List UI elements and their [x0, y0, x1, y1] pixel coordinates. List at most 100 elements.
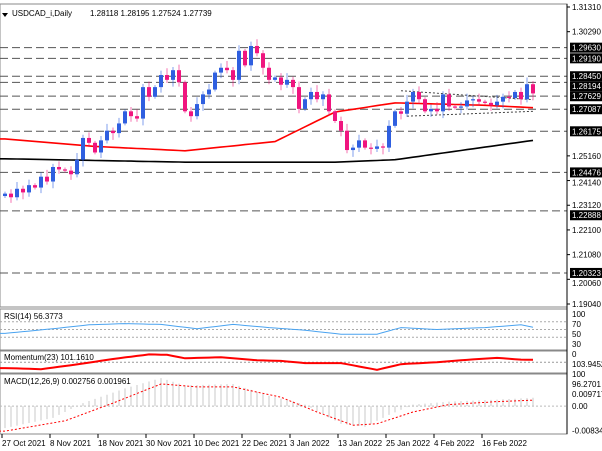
candle-body [261, 53, 265, 68]
level-badge [570, 126, 602, 137]
rsi-line [0, 323, 534, 335]
y-tick-label: 1.19040 [572, 300, 601, 309]
candle [201, 91, 205, 111]
candle [351, 144, 355, 157]
candle [51, 163, 55, 189]
candle-body [231, 70, 235, 80]
candle-body [81, 137, 85, 160]
momentum-line [0, 353, 533, 371]
candle-body [291, 79, 295, 88]
candle [141, 83, 145, 126]
candle [159, 70, 163, 93]
macd-tick-label: 0.009717 [572, 390, 602, 399]
candle [123, 109, 127, 126]
y-tick-label: 1.31310 [572, 3, 601, 12]
candle-body [471, 99, 475, 101]
x-tick-label: 22 Dec 2021 [242, 439, 288, 448]
candle [237, 45, 241, 85]
candle [465, 93, 469, 110]
candle [423, 97, 427, 114]
macd-tick-label: -0.008347 [572, 427, 602, 436]
candle-body [303, 99, 307, 109]
candle [513, 90, 517, 100]
candle-body [417, 91, 421, 100]
candle-body [123, 111, 127, 124]
candle-body [153, 87, 157, 97]
level-label: 1.20323 [572, 269, 601, 278]
candle [81, 134, 85, 167]
candle-body [69, 170, 73, 175]
candle-body [429, 108, 433, 112]
candle [405, 94, 409, 117]
level-label: 1.26175 [572, 127, 601, 136]
macd-signal-line [0, 383, 534, 432]
candle [303, 97, 307, 111]
candle [519, 87, 523, 105]
candle [21, 185, 25, 200]
candle [105, 123, 109, 144]
level-label: 1.28194 [572, 82, 601, 91]
level-badge [570, 53, 602, 64]
y-tick-label: 1.24140 [572, 178, 601, 187]
ma200-line [0, 139, 534, 163]
candle [87, 132, 91, 148]
ma50-line [0, 102, 534, 152]
x-tick-label: 16 Feb 2022 [482, 439, 527, 448]
candle [495, 94, 499, 109]
candle-body [63, 169, 67, 171]
candle-body [387, 125, 391, 148]
candle-body [315, 91, 319, 100]
candle [153, 85, 157, 99]
ohlc-readout: 1.28118 1.28195 1.27524 1.27739 [90, 9, 212, 18]
candle [189, 106, 193, 122]
candle-body [75, 159, 79, 175]
candle-body [183, 82, 187, 112]
candle [435, 102, 439, 115]
level-label: 1.24476 [572, 168, 601, 177]
candle-body [309, 91, 313, 100]
candle [357, 134, 361, 152]
candle-body [357, 140, 361, 148]
candle [321, 91, 325, 106]
candle-body [135, 116, 139, 119]
candle [483, 99, 487, 105]
candle-body [213, 72, 217, 90]
candle [171, 67, 175, 87]
candle-body [351, 147, 355, 151]
candle-body [519, 91, 523, 100]
candle-body [141, 87, 145, 119]
x-tick-label: 3 Jan 2022 [290, 439, 330, 448]
candle-body [129, 111, 133, 117]
candle-body [477, 99, 481, 102]
candle [501, 93, 505, 109]
candle [147, 81, 151, 102]
candle-body [255, 45, 259, 54]
panel-frame [0, 3, 568, 308]
candle-body [459, 106, 463, 108]
candle [111, 127, 115, 140]
candle [345, 123, 349, 154]
candle [327, 88, 331, 116]
candle [309, 87, 313, 105]
candle-body [249, 45, 253, 66]
collapse-triangle-icon[interactable] [2, 13, 8, 17]
candle [447, 88, 451, 111]
candle-body [87, 137, 91, 143]
candle-body [441, 94, 445, 112]
rsi-tick-label: 100 [572, 310, 586, 319]
candle [39, 172, 43, 194]
candle-body [435, 108, 439, 112]
candle [525, 77, 529, 103]
candle-body [327, 94, 331, 112]
candle-body [321, 94, 325, 100]
x-tick-label: 4 Feb 2022 [434, 439, 475, 448]
candle [177, 64, 181, 87]
rsi-tick-label: 50 [572, 330, 581, 339]
candle-body [279, 77, 283, 85]
candle-body [375, 146, 379, 149]
candle [507, 91, 511, 103]
candle-body [45, 176, 49, 182]
macd-tick-label: 0.00 [572, 402, 588, 411]
candle [69, 166, 73, 180]
candle-body [363, 140, 367, 148]
